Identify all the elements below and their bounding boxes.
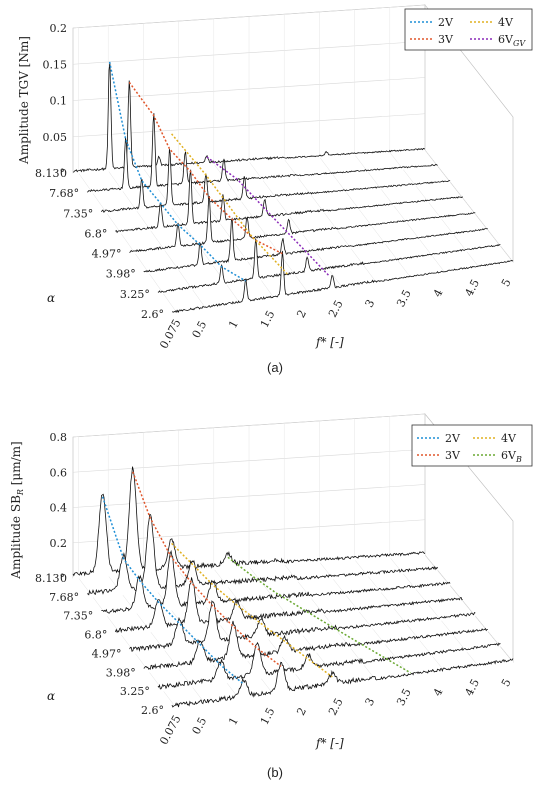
panel-a-spectrum-line-5 — [101, 149, 451, 213]
panel-b-spectrum-line-6 — [87, 514, 438, 596]
panel-b-spectrum-line-3 — [129, 600, 476, 652]
panel-a-z-tick-label: 0.05 — [43, 131, 68, 144]
panel-a-z-tick-label: 0.2 — [50, 22, 68, 35]
panel-b-spectra — [72, 466, 514, 711]
panel-b-z-tick-label: 0 — [60, 572, 67, 585]
panel-a-spectrum-line-3 — [129, 195, 476, 253]
panel-a-x-gridline — [319, 156, 411, 278]
panel-b-alpha-tick-label: 7.35° — [63, 610, 93, 623]
panel-b-spectrum-line-0 — [171, 658, 514, 708]
panel-a-spectrum-line-7 — [72, 61, 426, 173]
panel-a-spectrum-line-2 — [143, 217, 488, 273]
panel-a-mode-line-6vgv — [206, 156, 330, 277]
panel-b-z-axis-label: Amplitude SBR [μm/m] — [9, 441, 25, 579]
panel-a-legend-2v-label: 2V — [438, 16, 454, 29]
panel-b-legend-4v-label: 4V — [501, 432, 517, 445]
panel-b-alpha-tick-label: 4.97° — [92, 647, 122, 660]
panel-a-spectrum-line-4 — [115, 169, 463, 234]
panel-b-mode-line-6vb — [227, 556, 412, 674]
panel-a-legend-3v-label: 3V — [438, 33, 454, 46]
panel-a-spectrum-line-1 — [157, 238, 501, 293]
panel-a-alpha-tick-label: 3.25° — [120, 288, 150, 301]
panel-a-alpha-tick-label: 2.6° — [141, 308, 164, 321]
panel-b-mode-line-4v — [171, 542, 333, 678]
panel-a-z-tick-label: 0 — [60, 167, 67, 180]
panel-a-spectrum-mask — [73, 62, 425, 174]
panel-b-caption-label: (b) — [267, 765, 283, 780]
panel-b-legend-2v-label: 2V — [445, 432, 461, 445]
panel-b-spectrum-line-2 — [143, 620, 488, 670]
panel-a-spectrum-mask — [172, 250, 513, 315]
panel-b-alpha-tick-label: 3.98° — [106, 666, 136, 679]
panel-a-alpha-label: α — [47, 291, 55, 305]
panel-b-spectrum-mask — [172, 658, 513, 711]
panel-a-caption-label: (a) — [267, 360, 283, 375]
panel-b-legend-6vb-label: 6VB — [501, 449, 522, 464]
panel-a-mode-lines — [108, 61, 330, 282]
panel-a-x-gridline — [107, 170, 207, 309]
panel-a-mode-line-3v — [128, 81, 283, 255]
panel-a-spectrum-line-0 — [171, 250, 514, 314]
panel-a-x-gridline — [354, 154, 445, 273]
panel-b-z-tick-label: 0.2 — [50, 537, 68, 550]
panel-a-z-axis-label: Amplitude TGV [Nm] — [17, 36, 31, 165]
panel-b-alpha-tick-label: 8.13° — [35, 572, 65, 585]
panel-b-spectrum-mask — [87, 514, 438, 598]
panel-b-spectrum-mask — [73, 466, 425, 579]
panel-b-alpha-tick-label: 2.6° — [141, 704, 164, 717]
panel-b-alpha-tick-label: 7.68° — [49, 591, 79, 604]
panel-b-tick-labels: 00.20.40.60.80.075 0.5 1 1.5 2 2.5 3 3.5 4 4.5 52.… — [35, 431, 514, 747]
panel-b-spectrum-line-1 — [157, 641, 501, 690]
panel-a-spectrum-line-6 — [86, 113, 438, 193]
panel-a-alpha-tick-label: 6.8° — [84, 227, 107, 240]
panel-b-z-tick-label: 0.8 — [50, 431, 68, 444]
panel-b-spectrum-mask — [129, 601, 476, 655]
panel-a-spectrum-mask — [143, 218, 488, 275]
panel-b-spectrum-mask — [101, 551, 451, 617]
panel-a-legend-box — [404, 8, 533, 51]
panel-a-spectra — [72, 61, 514, 315]
panel-b-z-tick-label: 0.4 — [50, 502, 68, 515]
panel-a-x-gridline — [424, 149, 514, 263]
panel-a-x-gridline — [283, 159, 377, 283]
panel-a-z-tick-label: 0.15 — [43, 58, 68, 71]
panel-a-z-tick-label: 0.1 — [50, 95, 68, 108]
panel-a-alpha-tick-label: 3.98° — [106, 268, 136, 281]
panel-b-legend: 2V 4V 3V 6VB — [411, 424, 533, 467]
panel-a-x-gridline — [248, 161, 343, 289]
panel-b-legend-3v-label: 3V — [445, 449, 461, 462]
panel-b-spectrum-line-4 — [115, 577, 463, 634]
panel-a-legend-6vgv-label: 6VGV — [498, 33, 526, 48]
panel-b-mode-line-2v — [101, 496, 245, 685]
panel-a-legend-4v-label: 4V — [498, 16, 514, 29]
panel-b-alpha-tick-label: 6.8° — [84, 629, 107, 642]
panel-b-z-tick-label: 0.6 — [50, 466, 68, 479]
panel-a-alpha-tick-label: 4.97° — [92, 248, 122, 261]
panel-a-alpha-tick-label: 8.13° — [35, 167, 65, 180]
panel-b-x-gridline — [78, 577, 178, 710]
panel-a-x-axis-label: f* [-] — [315, 335, 344, 349]
panel-a-x-gridline — [78, 172, 178, 314]
panel-a-x-gridline — [213, 163, 309, 294]
panel-b: 00.20.40.60.80.075 0.5 1 1.5 2 2.5 3 3.5 4 4.5 52.… — [9, 413, 533, 780]
panel-a-spectrum-mask — [87, 113, 438, 195]
panel-b-alpha-label: α — [47, 689, 55, 703]
panel-a-alpha-tick-label: 7.35° — [63, 207, 93, 220]
panel-a: 00.050.10.150.20.075 0.5 1 1.5 2 2.5 3 3.5 4 4.5 5… — [17, 4, 533, 375]
panel-b-legend-box — [411, 424, 533, 467]
panel-b-alpha-tick-label: 3.25° — [120, 685, 150, 698]
panel-a-alpha-tick-label: 7.68° — [49, 187, 79, 200]
panel-b-spectrum-mask — [143, 620, 488, 674]
panel-a-x-gridline — [389, 152, 480, 268]
panel-b-mode-lines — [101, 471, 412, 685]
panel-a-legend: 2V 4V 3V 6VGV — [404, 8, 533, 51]
panel-b-mode-line-3v — [132, 471, 282, 667]
panel-b-x-axis-label: f* [-] — [315, 736, 344, 750]
panel-b-spectrum-line-7 — [72, 466, 426, 577]
